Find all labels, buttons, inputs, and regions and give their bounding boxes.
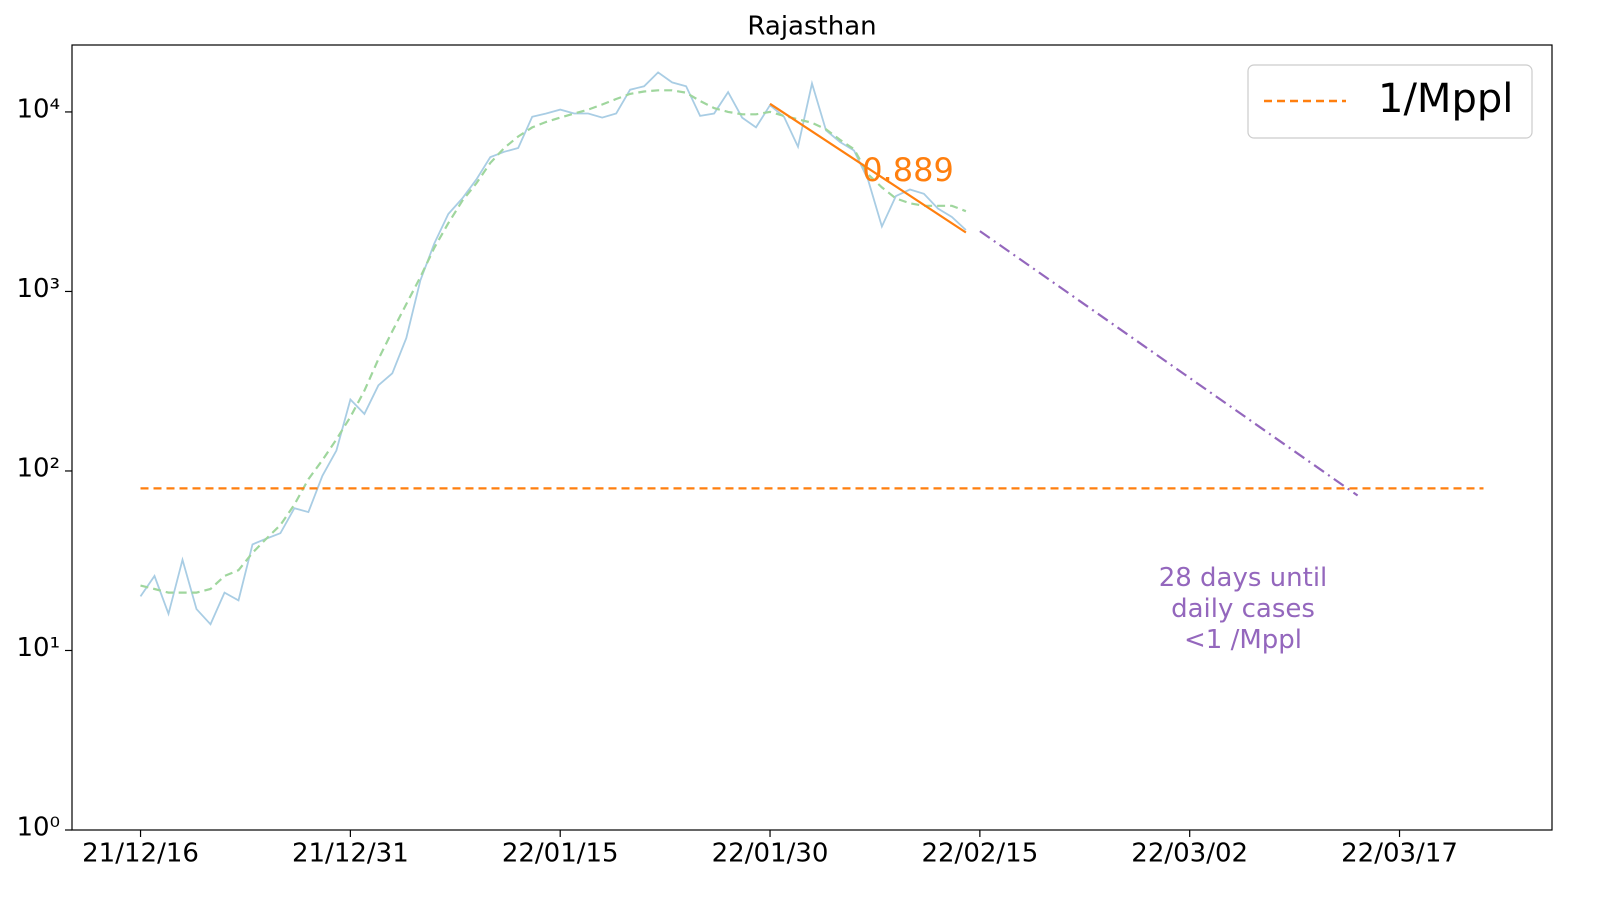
annotation-line: <1 /Mppl [1184, 625, 1302, 655]
y-tick-label: 10² [16, 453, 60, 483]
x-tick-label: 22/03/02 [1131, 839, 1248, 869]
x-tick-label: 22/01/30 [712, 839, 829, 869]
legend-box [1247, 64, 1533, 139]
y-tick-label: 10³ [16, 274, 60, 304]
projection-annotation: 28 days until daily cases <1 /Mppl [1159, 563, 1328, 655]
y-tick-label: 10⁴ [16, 94, 60, 124]
annotation-line: daily cases [1171, 594, 1315, 624]
y-tick-label: 10¹ [16, 633, 60, 663]
y-tick-label: 10⁰ [16, 813, 60, 843]
slope-annotation: 0.889 [862, 151, 954, 189]
annotation-line: 28 days until [1159, 563, 1328, 593]
chart-title: Rajasthan [747, 12, 876, 42]
x-tick-label: 22/03/17 [1341, 839, 1458, 869]
series-line [979, 230, 1359, 497]
x-tick-label: 22/02/15 [921, 839, 1038, 869]
series-line [769, 102, 967, 234]
plot-frame [71, 44, 1553, 831]
legend-label: 1/Mppl [1378, 76, 1513, 122]
x-tick-label: 22/01/15 [502, 839, 619, 869]
x-tick-label: 21/12/16 [82, 839, 199, 869]
series-line [140, 89, 967, 594]
x-tick-label: 21/12/31 [292, 839, 409, 869]
